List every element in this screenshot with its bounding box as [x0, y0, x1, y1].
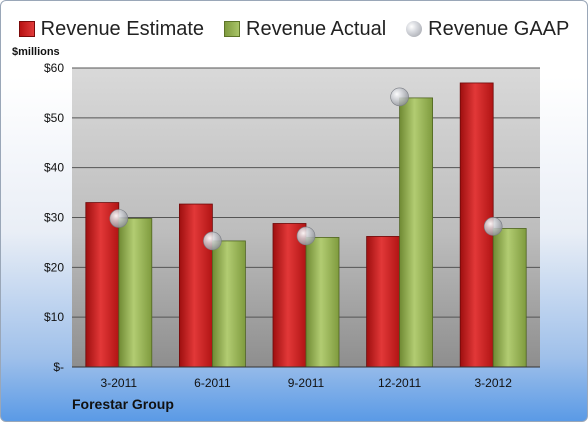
x-tick-label: 12-2011	[378, 376, 421, 390]
bar-actual	[399, 97, 434, 368]
y-tick-label: $10	[44, 310, 64, 324]
x-tick-label: 6-2011	[194, 376, 231, 390]
company-name: Forestar Group	[72, 396, 174, 412]
legend-swatch-gaap	[406, 21, 423, 37]
gaap-marker	[203, 231, 222, 251]
x-tick-label: 3-2012	[475, 376, 513, 390]
bar-estimate	[178, 203, 213, 368]
x-tick-label: 9-2011	[288, 376, 325, 390]
bar-actual	[211, 240, 246, 368]
gaap-markers	[109, 87, 503, 251]
x-tick-label: 3-2011	[101, 376, 138, 390]
bar-estimate	[272, 223, 307, 368]
bar-estimate	[366, 236, 401, 368]
legend-label-estimate: Revenue Estimate	[40, 17, 205, 40]
y-tick-label: $60	[44, 61, 64, 75]
legend-item-gaap: Revenue GAAP	[406, 18, 569, 41]
x-axis: 3-2011 6-2011 9-2011 12-2011 3-2012	[72, 366, 540, 390]
legend-item-estimate: Revenue Estimate	[18, 17, 205, 41]
legend-label-actual: Revenue Actual	[246, 17, 387, 40]
y-tick-label: $50	[44, 111, 64, 125]
gaap-marker	[109, 209, 129, 228]
gaap-marker	[296, 226, 316, 246]
bar-estimate	[85, 202, 120, 368]
y-tick-label: $30	[44, 211, 64, 225]
gaap-marker	[483, 217, 503, 236]
y-tick-label: $40	[44, 161, 64, 175]
bar-actual	[492, 228, 527, 368]
y-tick-label: $-	[53, 360, 64, 374]
bar-actual	[305, 237, 340, 368]
y-axis: $- $10 $20 $30 $40 $50 $60	[44, 61, 64, 374]
bars	[85, 82, 527, 368]
legend-label-gaap: Revenue GAAP	[428, 17, 570, 40]
gaap-marker	[390, 87, 409, 107]
bar-actual	[118, 218, 153, 368]
y-tick-label: $20	[44, 260, 64, 274]
legend: Revenue Estimate Revenue Actual Revenue …	[0, 14, 588, 44]
legend-item-actual: Revenue Actual	[224, 18, 386, 41]
legend-swatch-estimate	[18, 21, 35, 37]
legend-swatch-actual	[224, 21, 241, 37]
y-axis-units-label: $millions	[12, 46, 60, 58]
